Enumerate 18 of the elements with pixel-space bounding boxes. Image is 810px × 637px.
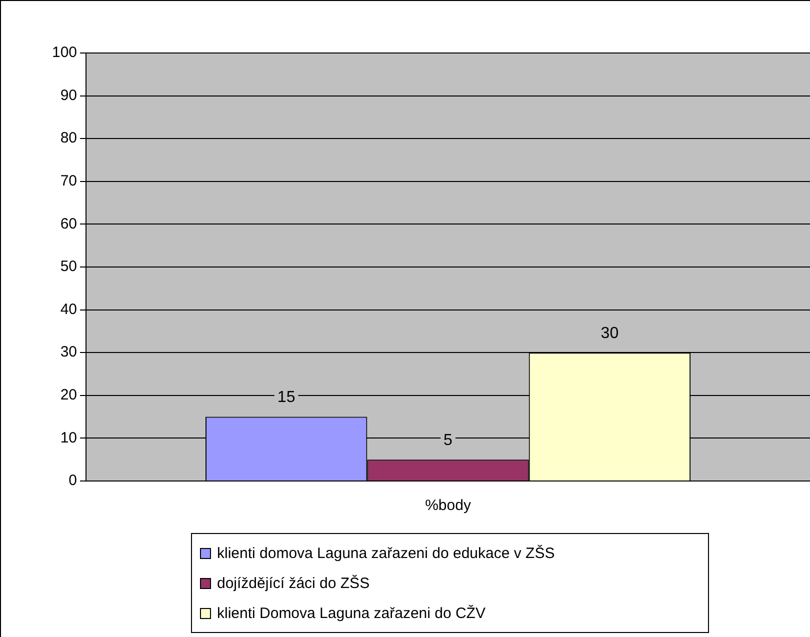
- y-tick-label: 80: [60, 130, 78, 147]
- y-tick-label: 50: [60, 258, 78, 276]
- legend-label: klienti domova Laguna zařazeni do edukace v ZŠS: [217, 544, 555, 562]
- data-label: 15: [277, 389, 296, 406]
- y-tick-label: 70: [60, 172, 78, 190]
- y-tick-label: 30: [60, 344, 78, 361]
- legend-label: klienti Domova Laguna zařazeni do CŽV: [217, 604, 486, 622]
- x-tick-label: %body: [425, 497, 472, 514]
- data-label: 5: [444, 432, 453, 450]
- y-tick-label: 90: [60, 86, 78, 104]
- y-tick-label: 20: [60, 386, 78, 404]
- y-tick-label: 60: [60, 215, 78, 232]
- y-tick-label: 10: [60, 429, 78, 446]
- y-tick-label: 0: [68, 472, 78, 490]
- data-label: 30: [600, 325, 619, 342]
- legend-label: dojíždějící žáci do ZŠS: [217, 574, 370, 592]
- y-tick-label: 100: [52, 44, 78, 62]
- y-tick-label: 40: [60, 300, 78, 318]
